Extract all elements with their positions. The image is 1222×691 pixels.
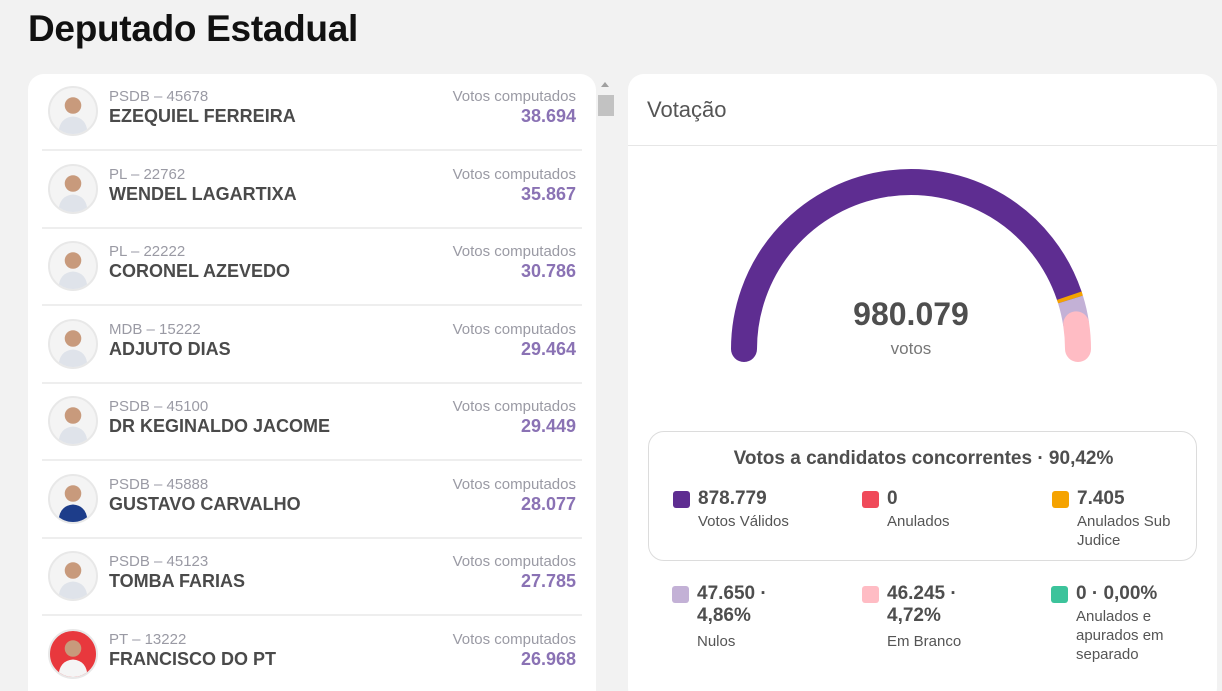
votes-label: Votos computados — [452, 88, 576, 105]
scroll-thumb[interactable] — [598, 95, 614, 116]
gauge-segment-brancos — [1063, 311, 1092, 362]
votes-value: 35.867 — [520, 183, 576, 204]
candidate-name: TOMBA FARIAS — [109, 571, 246, 591]
candidate-row[interactable]: PT – 13222 FRANCISCO DO PT Votos computado… — [42, 617, 582, 691]
candidate-row[interactable]: PSDB – 45123 TOMBA FARIAS Votos computados… — [42, 539, 582, 616]
candidate-row[interactable]: MDB – 15222 ADJUTO DIAS Votos computados 29… — [42, 307, 582, 384]
validos-value: 878.779 — [698, 488, 767, 509]
candidate-avatar — [48, 163, 98, 214]
candidate-party: MDB – 15222 — [109, 320, 201, 338]
sub-judice-swatch — [1052, 491, 1069, 508]
votes-value: 30.786 — [520, 261, 576, 281]
candidate-name: EZEQUIEL FERREIRA — [109, 106, 296, 126]
candidate-name: CORONEL AZEVEDO — [109, 261, 291, 281]
nulos-label: Nulos — [697, 633, 736, 650]
votes-label: Votos computados — [452, 243, 576, 260]
votes-value: 27.785 — [520, 571, 576, 591]
votacao-title: Votação — [647, 97, 727, 122]
anulados-swatch — [862, 491, 879, 508]
gauge-segment-sub-judice — [1056, 291, 1083, 304]
scroll-up-arrow-icon[interactable] — [601, 82, 609, 87]
page-title: Deputado Estadual — [28, 8, 358, 49]
candidate-row[interactable]: PL – 22222 CORONEL AZEVEDO Votos computado… — [42, 229, 582, 306]
concorrentes-title: Votos a candidatos concorrentes · 90,42% — [733, 448, 1114, 469]
candidate-name: ADJUTO DIAS — [109, 338, 231, 359]
gauge-unit: votos — [890, 339, 932, 358]
brancos-label: Em Branco — [887, 633, 962, 650]
candidate-party: PSDB – 45100 — [109, 398, 209, 415]
candidate-avatar — [48, 396, 98, 446]
votes-label: Votos computados — [452, 398, 576, 415]
nulos-value: 47.650 · 4,86% — [697, 583, 767, 626]
candidate-row[interactable]: PSDB – 45678 EZEQUIEL FERREIRA Votos compu… — [42, 74, 582, 151]
list-scrollbar[interactable] — [597, 80, 615, 691]
separado-label: Anulados e apurados em separado — [1076, 608, 1164, 663]
candidate-row[interactable]: PSDB – 45100 DR KEGINALDO JACOME Votos com… — [42, 384, 582, 461]
candidate-party: PSDB – 45678 — [109, 88, 209, 105]
brancos-value: 46.245 · 4,72% — [887, 583, 957, 626]
votes-value: 29.449 — [520, 416, 576, 436]
votes-label: Votos computados — [452, 630, 576, 648]
candidate-avatar — [48, 241, 98, 291]
candidate-party: PL – 22222 — [109, 243, 186, 260]
votes-value: 28.077 — [520, 493, 576, 514]
candidate-avatar — [48, 628, 98, 679]
validos-swatch — [673, 491, 690, 508]
votes-label: Votos computados — [452, 320, 576, 338]
candidate-party: PSDB – 45123 — [109, 553, 209, 570]
candidate-name: DR KEGINALDO JACOME — [109, 416, 331, 436]
candidate-party: PT – 13222 — [109, 630, 187, 648]
sub-judice-label: Anulados Sub Judice — [1077, 513, 1171, 549]
votes-label: Votos computados — [452, 475, 576, 493]
candidate-row[interactable]: PL – 22762 WENDEL LAGARTIXA Votos computad… — [42, 152, 582, 229]
nulos-swatch — [672, 586, 689, 603]
votes-value: 26.968 — [520, 648, 576, 669]
validos-label: Votos Válidos — [698, 513, 789, 530]
candidate-avatar — [48, 86, 98, 136]
votes-label: Votos computados — [452, 165, 576, 183]
candidate-name: FRANCISCO DO PT — [109, 648, 277, 669]
brancos-swatch — [862, 586, 879, 603]
candidate-name: GUSTAVO CARVALHO — [109, 493, 301, 514]
separado-value: 0 · 0,00% — [1076, 583, 1158, 604]
candidate-name: WENDEL LAGARTIXA — [109, 183, 297, 204]
votes-label: Votos computados — [452, 553, 576, 570]
candidate-avatar — [48, 551, 98, 601]
gauge-segment-validos — [731, 169, 1083, 362]
candidate-party: PSDB – 45888 — [109, 475, 209, 493]
concorrentes-box: Votos a candidatos concorrentes · 90,42%… — [648, 431, 1197, 561]
candidate-row[interactable]: PSDB – 45888 GUSTAVO CARVALHO Votos comput… — [42, 462, 582, 539]
anulados-value: 0 — [887, 488, 898, 509]
separado-swatch — [1051, 586, 1068, 603]
votacao-panel: Votação 980.079 votos Votos a candidatos… — [628, 74, 1217, 691]
votes-gauge — [731, 169, 1092, 362]
candidate-party: PL – 22762 — [109, 165, 186, 183]
candidate-avatar — [48, 473, 98, 524]
candidate-avatar — [48, 318, 98, 369]
candidate-list[interactable]: PSDB – 45678 EZEQUIEL FERREIRA Votos compu… — [28, 74, 596, 691]
votacao-header: Votação — [628, 74, 1217, 146]
votes-value: 29.464 — [520, 338, 576, 359]
gauge-total: 980.079 — [853, 296, 969, 332]
sub-judice-value: 7.405 — [1077, 488, 1125, 509]
votes-value: 38.694 — [520, 106, 576, 126]
anulados-label: Anulados — [887, 513, 950, 530]
